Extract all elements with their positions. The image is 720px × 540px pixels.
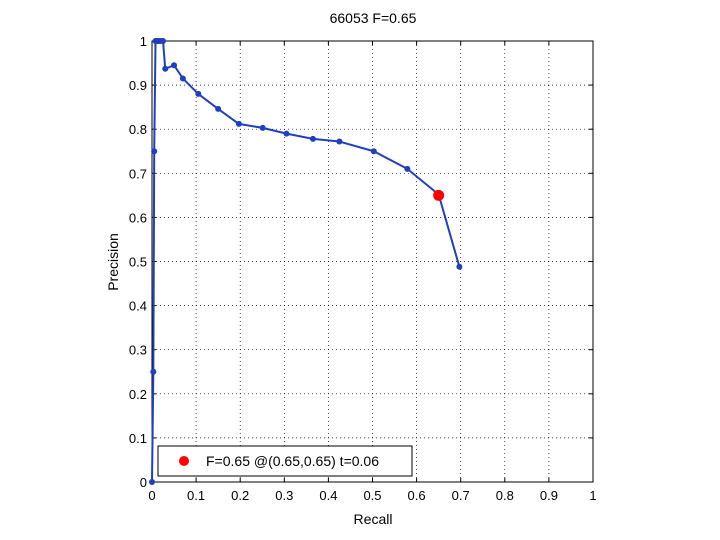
series-point [259, 124, 266, 131]
x-tick-label: 0.7 [452, 488, 470, 503]
series-layer [149, 38, 463, 485]
y-axis-label: Precision [105, 233, 121, 291]
grid-lines [152, 41, 593, 482]
legend: F=0.65 @(0.65,0.65) t=0.06 [157, 445, 413, 477]
y-tick-label: 0.8 [129, 122, 147, 137]
series-point [151, 148, 158, 155]
series-point [179, 75, 186, 82]
series-point [404, 165, 411, 172]
y-tick-label: 0.3 [129, 343, 147, 358]
chart-title: 66053 F=0.65 [330, 10, 417, 26]
x-tick-label: 0.8 [496, 488, 514, 503]
legend-marker [179, 456, 189, 466]
y-tick-label: 1 [140, 34, 147, 49]
best-f-point [433, 189, 445, 201]
series-point [195, 90, 202, 97]
series-point [149, 479, 155, 485]
y-tick-label: 0.9 [129, 78, 147, 93]
series-point [283, 130, 290, 137]
series-point [456, 263, 463, 270]
series-point [171, 62, 178, 69]
y-tick-label: 0 [140, 475, 147, 490]
x-tick-label: 0.5 [363, 488, 381, 503]
legend-label: F=0.65 @(0.65,0.65) t=0.06 [206, 453, 379, 469]
legend-box [157, 445, 413, 477]
axis-ticks: 0 0.1 0.2 0.3 0.4 0.5 0.6 0.7 0.8 0.9 1 0 0.1 0.2 0.3 0… [129, 34, 597, 503]
x-tick-label: 0.2 [231, 488, 249, 503]
x-tick-label: 0.1 [187, 488, 205, 503]
series-point [309, 135, 316, 142]
y-tick-label: 0.7 [129, 166, 147, 181]
x-tick-label: 0.9 [540, 488, 558, 503]
series-point [160, 38, 167, 44]
series-point [215, 105, 222, 112]
x-tick-label: 0.3 [275, 488, 293, 503]
x-tick-label: 0 [148, 488, 155, 503]
y-tick-label: 0.4 [129, 299, 147, 314]
y-tick-label: 0.2 [129, 387, 147, 402]
x-tick-label: 0.6 [408, 488, 426, 503]
y-tick-label: 0.6 [129, 210, 147, 225]
series-point [235, 120, 242, 127]
series-point [370, 148, 377, 155]
y-tick-label: 0.5 [129, 255, 147, 270]
series-point [162, 65, 169, 72]
series-point [150, 368, 157, 375]
series-point [336, 138, 343, 145]
series-line [151, 40, 461, 483]
x-tick-label: 1 [589, 488, 596, 503]
y-tick-label: 0.1 [129, 431, 147, 446]
x-tick-label: 0.4 [319, 488, 337, 503]
x-axis-label: Recall [354, 511, 393, 527]
